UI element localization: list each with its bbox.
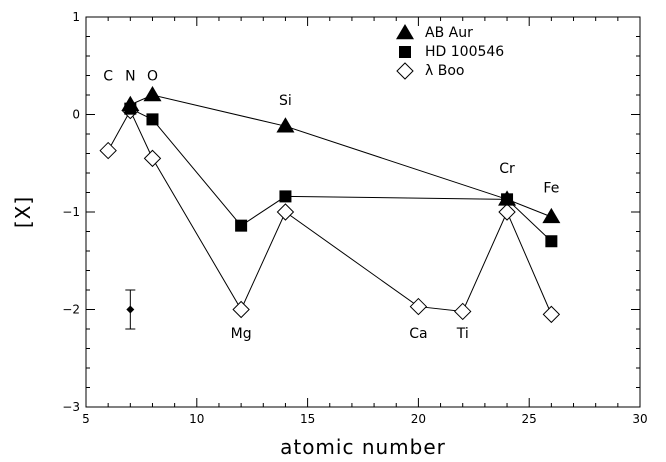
x-axis-title: atomic number [280, 435, 446, 459]
x-tick-label: 10 [189, 412, 204, 426]
data-point-ab-aur [542, 207, 561, 224]
data-point-hd-100546 [146, 113, 159, 126]
series-lines [107, 94, 552, 315]
element-label: Fe [543, 181, 559, 197]
y-tick-label: 1 [72, 10, 80, 24]
data-point-boo [99, 141, 117, 160]
data-point-ab-aur [121, 95, 140, 112]
x-tick-label: 15 [300, 412, 315, 426]
x-tick-label: 5 [82, 412, 90, 426]
legend-marker-hd-100546 [399, 46, 411, 58]
legend-marker-ab-aur [396, 24, 414, 40]
element-label: C [103, 68, 113, 84]
y-axis-title: [X] [11, 196, 35, 228]
y-tick-label: 0 [72, 108, 80, 122]
data-point-boo [276, 203, 295, 221]
legend-label: HD 100546 [425, 44, 504, 60]
data-point-boo [542, 305, 561, 324]
legend-label: AB Aur [425, 25, 473, 41]
error-bar-point [126, 305, 135, 314]
data-point-hd-100546 [235, 219, 248, 232]
data-point-boo [409, 297, 428, 316]
data-point-boo [232, 300, 250, 319]
legend: AB Aur HD 100546 λ Boo [396, 24, 504, 80]
series-line-hd-100546 [130, 108, 552, 242]
element-label: Si [279, 93, 292, 109]
data-markers [99, 86, 561, 324]
element-labels: C N O Si Cr Fe Mg Ca Ti [103, 68, 559, 341]
x-tick-label: 30 [632, 412, 647, 426]
legend-label: λ Boo [425, 63, 464, 79]
data-point-hd-100546 [545, 235, 558, 248]
element-label: N [125, 68, 135, 84]
data-point-boo [143, 149, 162, 168]
element-label: Ti [456, 326, 469, 342]
plot-frame [85, 16, 641, 408]
x-tick-label: 20 [411, 412, 426, 426]
element-label: Cr [499, 161, 515, 177]
data-point-boo [454, 302, 472, 321]
y-tick-label: −1 [62, 205, 80, 219]
axes: 5 10 15 20 25 30 −3 −2 −1 0 1 [62, 10, 647, 426]
element-label: Ca [409, 326, 427, 342]
x-tick-label: 25 [522, 412, 537, 426]
element-label: Mg [231, 326, 252, 342]
y-tick-label: −2 [62, 303, 80, 317]
data-point-ab-aur [276, 117, 295, 133]
data-point-ab-aur [143, 86, 162, 102]
y-tick-label: −3 [62, 400, 80, 414]
element-label: O [147, 68, 158, 84]
data-point-ab-aur [498, 190, 517, 206]
data-point-hd-100546 [279, 190, 292, 203]
data-point-boo [498, 203, 516, 221]
error-bar [125, 289, 136, 330]
legend-marker-boo [396, 62, 414, 80]
